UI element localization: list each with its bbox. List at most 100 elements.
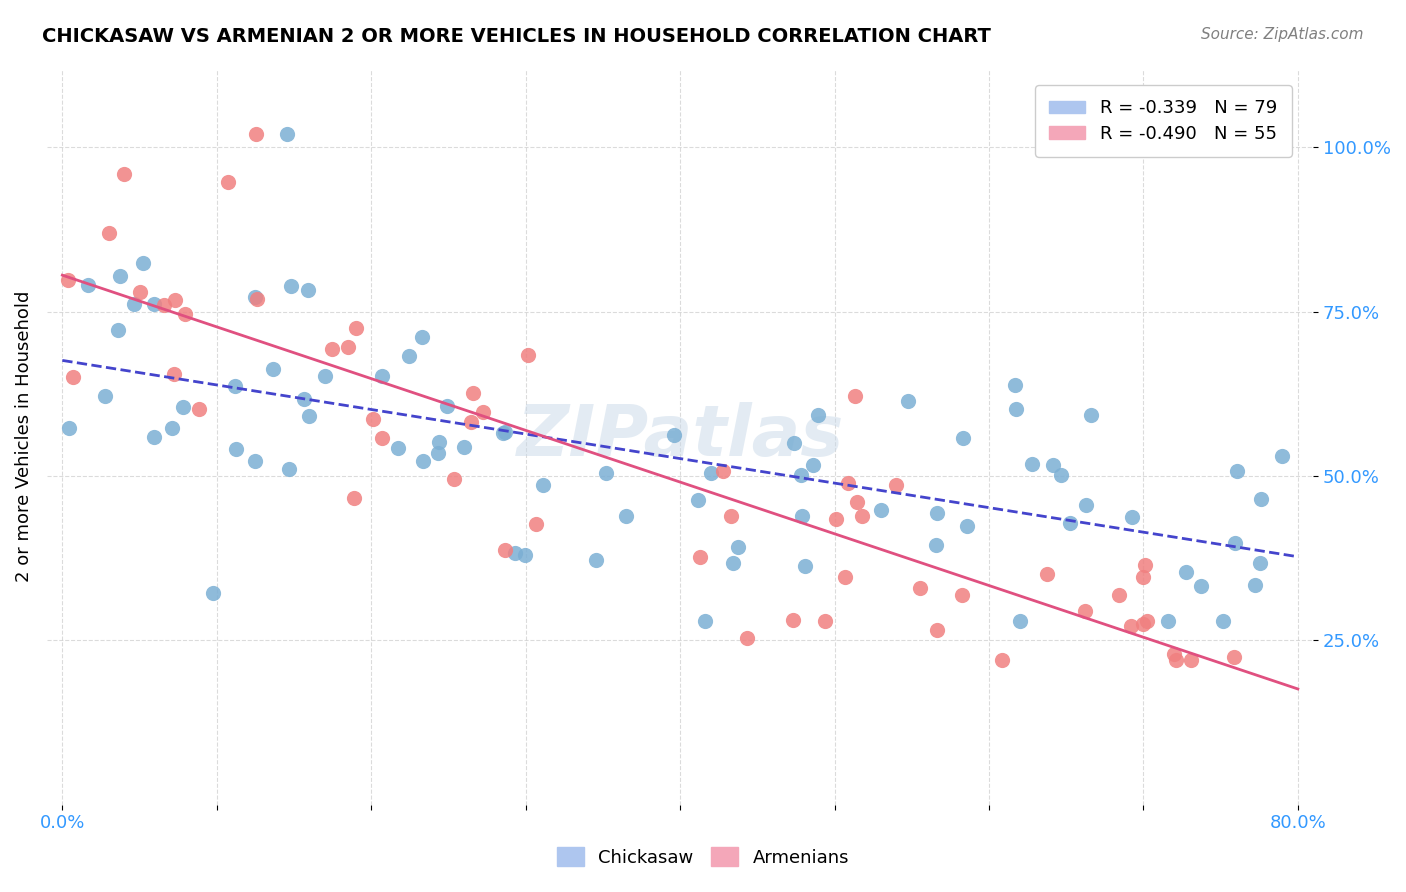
Point (143, 430, 166, 444)
Point (107, 322, 129, 336)
Point (246, 292, 269, 306)
Point (122, 297, 145, 311)
Point (494, 425, 516, 440)
Point (294, 392, 316, 406)
Point (1042, 458, 1064, 473)
Point (910, 581, 932, 595)
Point (711, 464, 734, 478)
Legend: R = -0.339   N = 79, R = -0.490   N = 55: R = -0.339 N = 79, R = -0.490 N = 55 (1035, 85, 1292, 157)
Point (693, 614, 716, 628)
Point (1004, 378, 1026, 392)
Point (314, 368, 336, 383)
Point (1244, 578, 1267, 592)
Point (108, 269, 131, 284)
Point (112, 167, 135, 181)
Point (794, 559, 817, 574)
Point (262, 361, 284, 376)
Point (1059, 516, 1081, 531)
Point (280, 278, 302, 293)
Point (297, 283, 319, 297)
Point (436, 400, 458, 414)
Point (427, 446, 450, 460)
Point (927, 506, 949, 520)
Point (76, 278, 98, 293)
Point (94, 389, 117, 403)
Point (956, 518, 979, 533)
Point (463, 386, 485, 401)
Point (411, 330, 433, 344)
Point (398, 349, 420, 363)
Text: Source: ZipAtlas.com: Source: ZipAtlas.com (1201, 27, 1364, 42)
Point (513, 549, 536, 563)
Point (699, 466, 721, 480)
Point (152, 298, 174, 312)
Point (897, 394, 920, 409)
Point (846, 494, 869, 508)
Point (720, 508, 742, 523)
Point (1021, 457, 1043, 471)
Point (453, 440, 475, 454)
Point (1119, 619, 1142, 633)
Point (165, 293, 187, 308)
Point (807, 408, 830, 422)
Legend: Chickasaw, Armenians: Chickasaw, Armenians (550, 840, 856, 874)
Point (1249, 556, 1271, 570)
Point (371, 431, 394, 445)
Point (1189, 579, 1212, 593)
Point (824, 511, 846, 525)
Point (991, 653, 1014, 667)
Point (727, 540, 749, 554)
Point (517, 348, 540, 362)
Point (1163, 647, 1185, 661)
Point (472, 405, 495, 419)
Point (1080, 408, 1102, 422)
Point (427, 435, 450, 450)
Point (1050, 467, 1073, 482)
Point (97, 226, 120, 240)
Point (837, 475, 859, 490)
Point (343, 491, 366, 505)
Point (225, 442, 247, 456)
Point (243, 454, 266, 468)
Point (494, 542, 516, 557)
Point (172, 401, 194, 415)
Point (814, 614, 837, 628)
Point (371, 369, 394, 384)
Point (531, 478, 554, 492)
Point (1008, 614, 1031, 628)
Point (735, 632, 758, 646)
Point (276, 128, 298, 142)
Point (1157, 614, 1180, 628)
Point (1132, 570, 1154, 584)
Point (217, 175, 239, 189)
Point (277, 462, 299, 476)
Point (834, 570, 856, 584)
Y-axis label: 2 or more Vehicles in Household: 2 or more Vehicles in Household (15, 291, 32, 582)
Point (851, 509, 873, 524)
Point (492, 426, 515, 441)
Point (924, 538, 946, 552)
Point (686, 492, 709, 507)
Point (160, 421, 183, 435)
Point (689, 550, 711, 565)
Point (1133, 558, 1156, 572)
Point (801, 458, 824, 473)
Point (1226, 464, 1249, 478)
Point (1174, 565, 1197, 579)
Point (925, 624, 948, 638)
Point (503, 546, 526, 560)
Point (337, 340, 360, 354)
Point (173, 307, 195, 321)
Point (58, 421, 80, 435)
Text: CHICKASAW VS ARMENIAN 2 OR MORE VEHICLES IN HOUSEHOLD CORRELATION CHART: CHICKASAW VS ARMENIAN 2 OR MORE VEHICLES… (42, 27, 991, 45)
Point (298, 409, 321, 424)
Point (782, 613, 804, 627)
Point (1108, 588, 1130, 602)
Point (245, 128, 267, 142)
Point (844, 388, 866, 402)
Point (1271, 449, 1294, 463)
Point (1223, 536, 1246, 550)
Point (524, 516, 547, 531)
Point (1223, 649, 1246, 664)
Point (387, 441, 409, 455)
